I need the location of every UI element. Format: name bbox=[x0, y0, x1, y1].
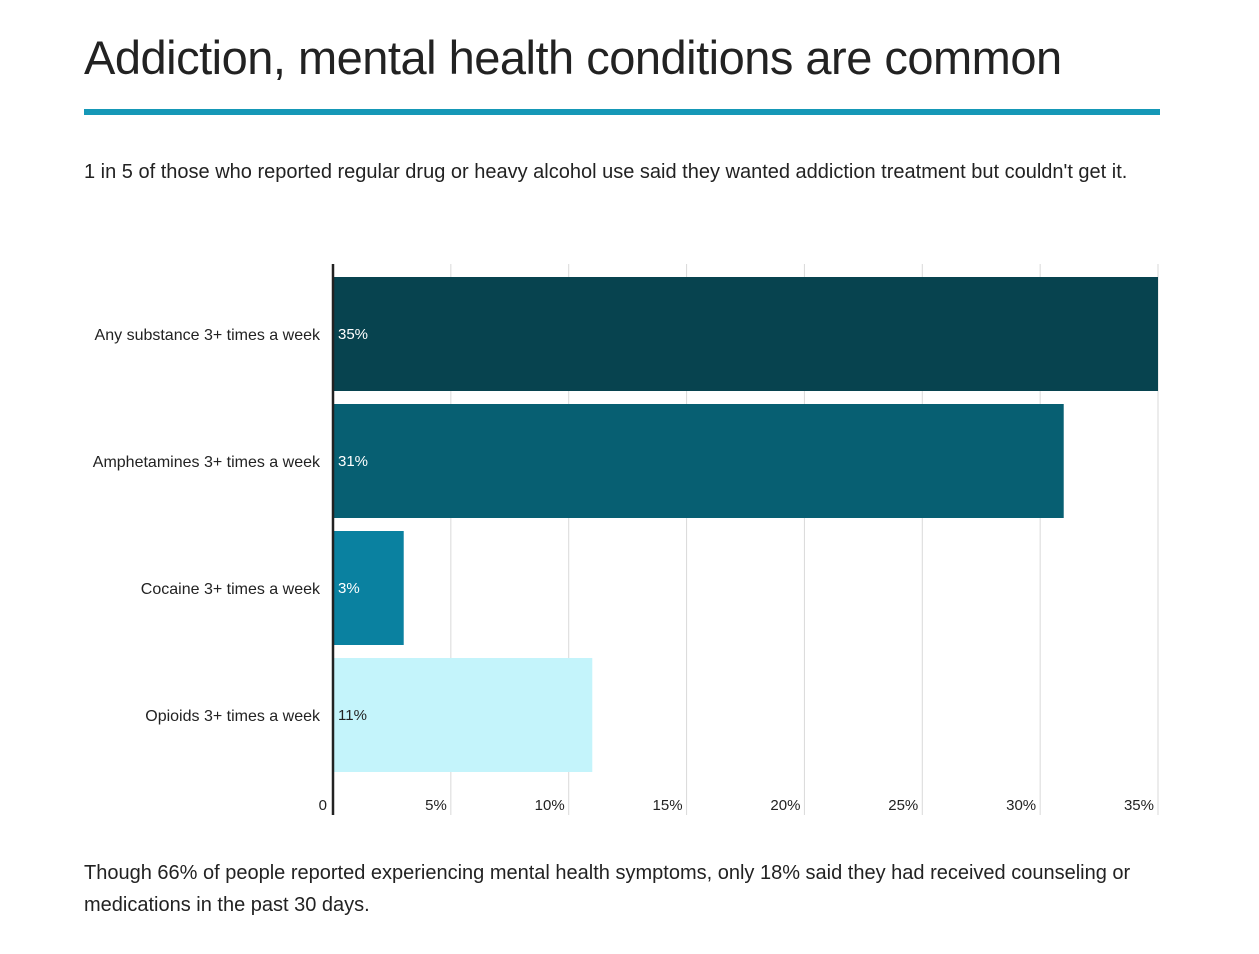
x-tick-label: 25% bbox=[888, 797, 918, 814]
labels: 0 5% 10% 15% 20% 25% 30% 35% Any substance 3+ ti… bbox=[93, 326, 1154, 814]
x-tick-label: 30% bbox=[1006, 797, 1036, 814]
data-label: 11% bbox=[338, 707, 367, 724]
x-tick-label: 20% bbox=[770, 797, 800, 814]
bars bbox=[333, 277, 1158, 772]
category-label: Opioids 3+ times a week bbox=[145, 708, 321, 725]
chart-subtitle: 1 in 5 of those who reported regular dru… bbox=[84, 161, 1128, 183]
chart-footnote: Though 66% of people reported experienci… bbox=[84, 862, 1131, 916]
category-label: Cocaine 3+ times a week bbox=[141, 581, 321, 598]
data-label: 35% bbox=[338, 326, 368, 343]
bar bbox=[333, 404, 1064, 518]
x-tick-label: 35% bbox=[1124, 797, 1154, 814]
x-tick-label: 5% bbox=[425, 797, 447, 814]
data-label: 31% bbox=[338, 453, 368, 470]
title-divider bbox=[84, 109, 1160, 115]
x-tick-label: 10% bbox=[535, 797, 565, 814]
bar bbox=[333, 531, 404, 645]
x-tick-label: 15% bbox=[653, 797, 683, 814]
bar bbox=[333, 277, 1158, 391]
bar bbox=[333, 658, 593, 772]
data-label: 3% bbox=[338, 580, 360, 597]
category-label: Any substance 3+ times a week bbox=[95, 327, 321, 344]
bar-chart: 0 5% 10% 15% 20% 25% 30% 35% Any substance 3+ ti… bbox=[93, 264, 1159, 815]
category-label: Amphetamines 3+ times a week bbox=[93, 454, 321, 471]
x-tick-label: 0 bbox=[319, 797, 327, 814]
chart-title: Addiction, mental health conditions are … bbox=[84, 31, 1062, 84]
